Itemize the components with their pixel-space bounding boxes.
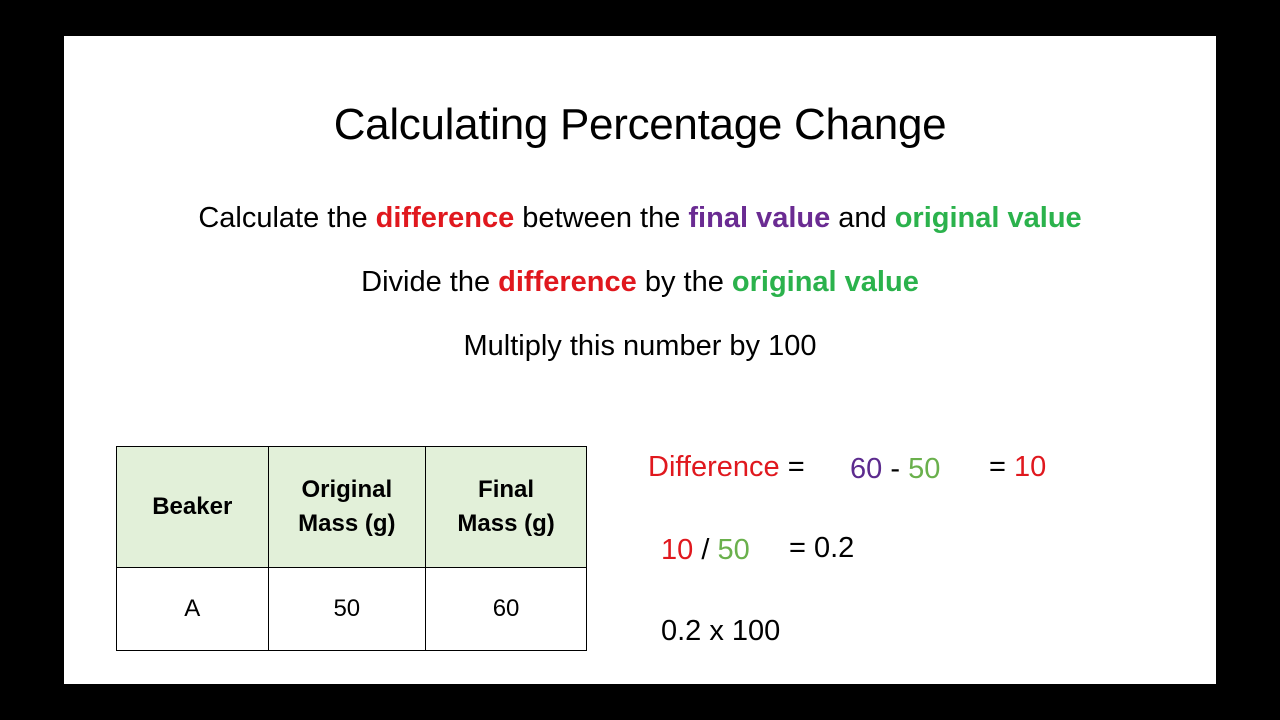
step-one-text-c: between the bbox=[514, 202, 689, 234]
header-beaker: Beaker bbox=[116, 446, 269, 568]
multiplication-line: 0.2 x 100 bbox=[661, 615, 781, 647]
original-value-number: 50 bbox=[908, 453, 941, 485]
cell-beaker: A bbox=[116, 567, 269, 651]
step-two-difference: difference bbox=[498, 266, 637, 298]
division-sign: / bbox=[701, 534, 710, 566]
header-original-mass: Original Mass (g) bbox=[267, 446, 427, 568]
minus-sign: - bbox=[890, 453, 900, 485]
step-two-original-value: original value bbox=[731, 266, 919, 298]
cell-original-mass: 50 bbox=[267, 567, 427, 651]
table-header-row: Beaker Original Mass (g) Final Mass (g) bbox=[116, 446, 587, 568]
division-numerator: 10 bbox=[661, 534, 694, 566]
slide-title: Calculating Percentage Change bbox=[333, 100, 947, 149]
table-row: A 50 60 bbox=[116, 567, 587, 651]
final-value-number: 60 bbox=[850, 453, 883, 485]
step-one-final-value: final value bbox=[688, 202, 831, 234]
difference-expression: 60 - 50 bbox=[850, 453, 940, 486]
header-final-line2: Mass (g) bbox=[457, 510, 555, 537]
difference-equation-label: Difference = bbox=[648, 451, 805, 484]
difference-label: Difference bbox=[648, 451, 780, 483]
step-one-text-e: and bbox=[830, 202, 895, 234]
header-final-mass: Final Mass (g) bbox=[425, 446, 587, 568]
step-one-text-a: Calculate the bbox=[198, 202, 376, 234]
division-denominator: 50 bbox=[717, 534, 750, 566]
mass-table: Beaker Original Mass (g) Final Mass (g) A … bbox=[116, 446, 587, 651]
step-three: Multiply this number by 100 bbox=[463, 330, 817, 362]
step-one: Calculate the difference between the fin… bbox=[0, 202, 1280, 235]
difference-result-equals: = bbox=[989, 451, 1006, 483]
division-expression: 10 / 50 bbox=[661, 534, 750, 567]
difference-result-value: 10 bbox=[1014, 451, 1047, 483]
cell-final-mass: 60 bbox=[425, 567, 587, 651]
header-original-line1: Original bbox=[301, 476, 393, 503]
step-two-text-a: Divide the bbox=[361, 266, 499, 298]
step-two: Divide the difference by the original va… bbox=[0, 266, 1280, 299]
difference-result: = 10 bbox=[989, 451, 1046, 484]
step-one-difference: difference bbox=[375, 202, 515, 234]
division-result: = 0.2 bbox=[789, 532, 855, 564]
header-original-line2: Mass (g) bbox=[298, 510, 396, 537]
difference-equals: = bbox=[787, 451, 805, 483]
header-final-line1: Final bbox=[478, 476, 535, 503]
step-two-text-c: by the bbox=[636, 266, 732, 298]
step-one-original-value: original value bbox=[894, 202, 1082, 234]
